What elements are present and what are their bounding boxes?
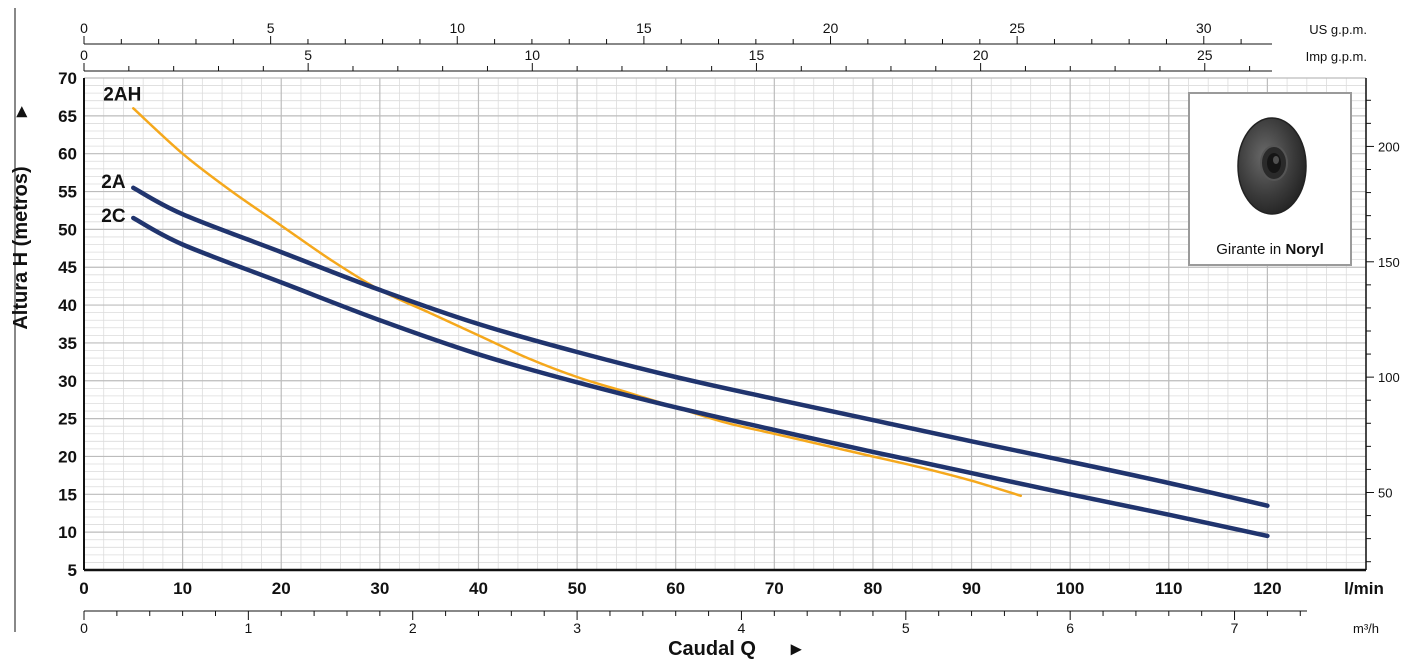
y-tick-label: 55: [58, 183, 77, 202]
y-tick-label: 15: [58, 485, 77, 504]
x-tick-label: 30: [370, 579, 389, 598]
y-axis-label: Altura H (metros): [10, 166, 32, 329]
top-axis-tick-label: 15: [636, 20, 652, 36]
right-axis-tick-label: 200: [1378, 139, 1400, 154]
impeller-image: [1237, 117, 1307, 215]
x-tick-label: 100: [1056, 579, 1084, 598]
bottom-axis-tick-label: 7: [1231, 620, 1239, 636]
x-tick-label: 110: [1155, 579, 1182, 598]
x-tick-label: 0: [79, 579, 88, 598]
top-axis-unit: Imp g.p.m.: [1306, 49, 1367, 64]
y-tick-label: 60: [58, 145, 77, 164]
top-axis-tick-label: 10: [525, 47, 541, 63]
x-tick-label: 50: [568, 579, 587, 598]
y-axis-arrow: ▸: [10, 106, 32, 118]
x-tick-label: 120: [1253, 579, 1281, 598]
right-axis-tick-label: 50: [1378, 485, 1392, 500]
x-tick-label: 70: [765, 579, 784, 598]
top-axis-unit: US g.p.m.: [1309, 22, 1367, 37]
x-unit-label: l/min: [1344, 579, 1384, 598]
axes: [14, 8, 1374, 632]
top-axis-tick-label: 5: [267, 20, 275, 36]
top-axis-tick-label: 0: [80, 47, 88, 63]
y-tick-label: 10: [58, 523, 77, 542]
y-tick-label: 70: [58, 69, 77, 88]
right-axis-tick-label: 100: [1378, 370, 1400, 385]
series-line-2ah: [132, 107, 1023, 498]
series-label-2a: 2A: [101, 172, 126, 193]
x-tick-label: 10: [173, 579, 192, 598]
bottom-axis-tick-label: 0: [80, 620, 88, 636]
series-lines: [131, 107, 1270, 539]
series-label-2ah: 2AH: [103, 84, 141, 105]
inset-caption-prefix: Girante in: [1216, 241, 1282, 258]
y-tick-label: 35: [58, 334, 77, 353]
inset-caption: Girante in Noryl: [1190, 241, 1350, 258]
series-line-2a: [131, 185, 1270, 508]
y-tick-label: 65: [58, 107, 77, 126]
y-tick-label: 20: [58, 447, 77, 466]
bottom-axis-tick-label: 5: [902, 620, 910, 636]
bottom-axis-tick-label: 1: [244, 620, 252, 636]
y-tick-label: 25: [58, 410, 77, 429]
series-line-2c: [131, 215, 1270, 539]
series-label-2c: 2C: [101, 206, 126, 227]
y-tick-label: 40: [58, 296, 77, 315]
y-tick-label: 50: [58, 220, 77, 239]
y-tick-label: 5: [68, 561, 77, 580]
top-axis-tick-label: 15: [749, 47, 765, 63]
top-axis-tick-label: 30: [1196, 20, 1212, 36]
bottom-axis-tick-label: 4: [738, 620, 746, 636]
right-axis-tick-label: 150: [1378, 255, 1400, 270]
top-axis-tick-label: 25: [1009, 20, 1025, 36]
x-axis-arrow: ▸: [790, 638, 802, 660]
bottom-axis-unit: m³/h: [1353, 621, 1379, 636]
inset-caption-material: Noryl: [1285, 241, 1324, 258]
y-tick-label: 30: [58, 372, 77, 391]
x-tick-label: 60: [666, 579, 685, 598]
x-tick-label: 80: [863, 579, 882, 598]
series-labels: 2AH 2A 2C: [101, 84, 141, 227]
bottom-axis-tick-label: 6: [1066, 620, 1074, 636]
x-tick-label: 90: [962, 579, 981, 598]
x-tick-label: 40: [469, 579, 488, 598]
top-axis-tick-label: 10: [449, 20, 465, 36]
grid-major: [83, 77, 1367, 571]
top-axis-tick-label: 20: [973, 47, 989, 63]
x-tick-label: 20: [272, 579, 291, 598]
bottom-axis-tick-label: 3: [573, 620, 581, 636]
impeller-inset: Girante in Noryl: [1188, 92, 1352, 266]
top-axis-tick-label: 20: [823, 20, 839, 36]
top-axis-tick-label: 25: [1197, 47, 1213, 63]
bottom-axis-tick-label: 2: [409, 620, 417, 636]
top-axis-tick-label: 5: [304, 47, 312, 63]
x-axis-label: Caudal Q: [668, 638, 756, 660]
top-axis-tick-label: 0: [80, 20, 88, 36]
y-tick-label: 45: [58, 258, 77, 277]
grid-minor: [84, 78, 1366, 570]
